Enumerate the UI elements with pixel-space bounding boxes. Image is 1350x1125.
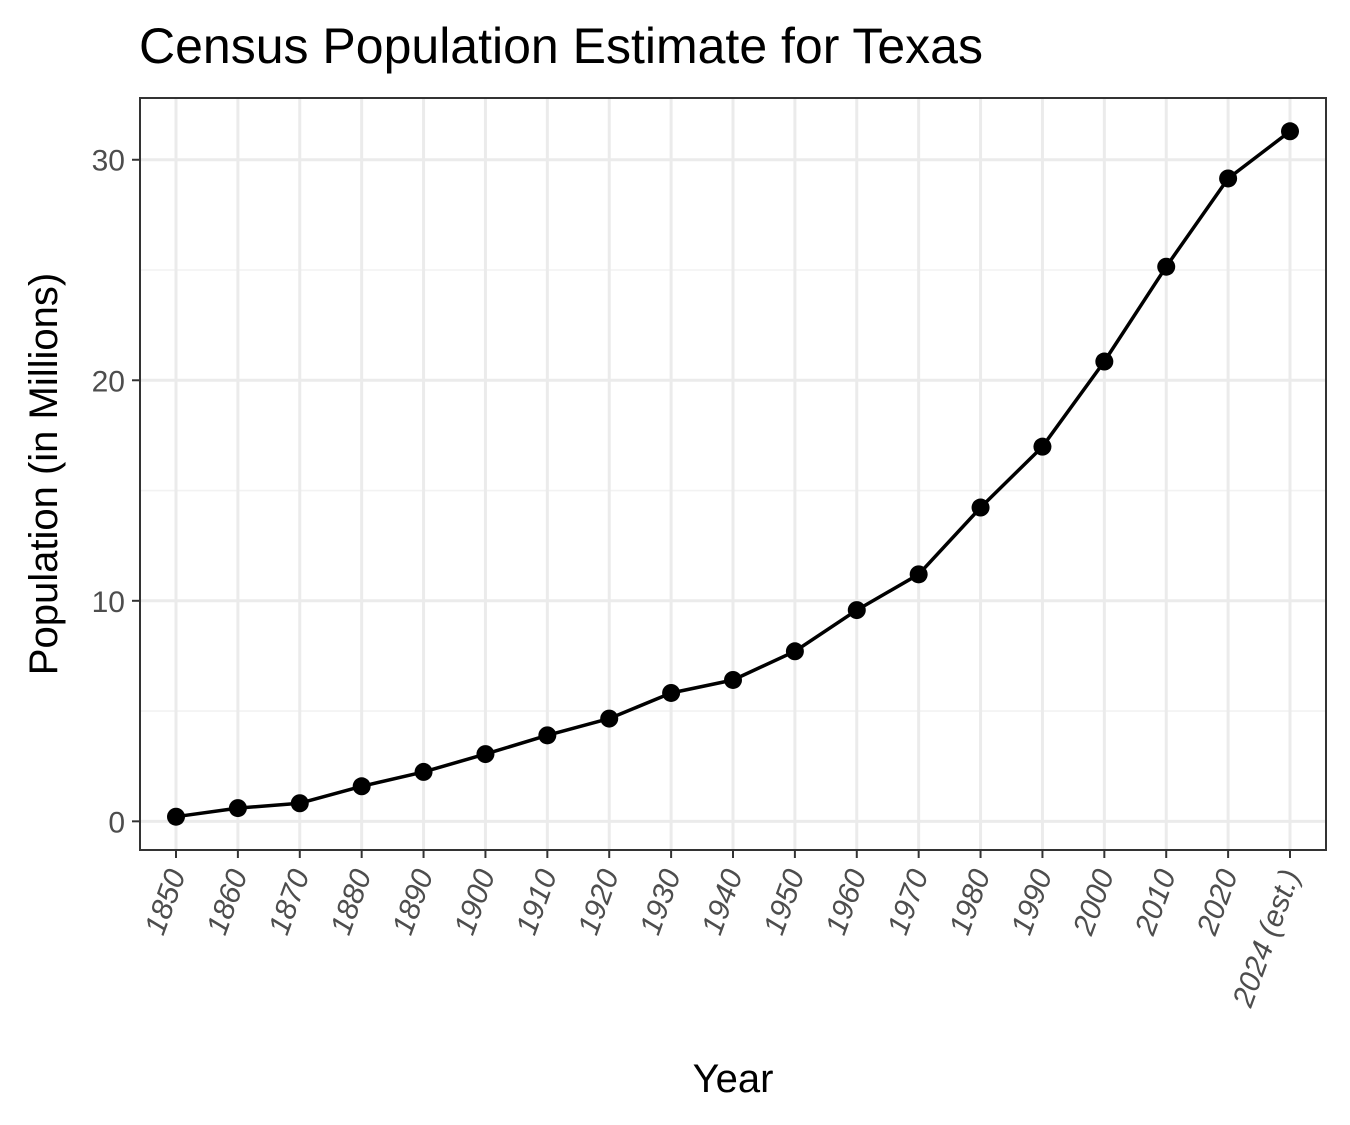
data-point [1033,437,1052,456]
x-tick-label: 1960 [820,865,874,939]
x-tick-label: 2000 [1067,865,1121,940]
data-point [228,799,247,818]
grid-lines [140,98,1326,850]
data-point [1219,169,1238,188]
x-tick-label: 1970 [881,865,935,939]
x-tick-label: 2020 [1191,865,1245,940]
x-tick-label: 1990 [1005,865,1059,939]
x-tick-label: 1920 [572,865,626,939]
data-point [724,670,742,689]
y-axis: 0 10 20 30 [92,145,140,839]
x-tick-label: 1880 [324,865,378,939]
data-point [538,726,557,745]
data-point [1281,122,1299,141]
data-point [290,794,309,813]
x-tick-label: 1910 [510,865,564,939]
data-point [909,565,928,584]
data-point [476,745,495,764]
x-tick-label: 1900 [448,865,502,939]
y-tick-label: 30 [92,145,125,178]
y-axis-title: Population (in Millions) [22,273,66,675]
x-tick-label: 1870 [263,865,317,939]
data-point [167,807,185,826]
data-point [847,601,866,620]
x-tick-label: 1980 [943,865,997,939]
series-layer [167,122,1299,826]
x-tick-label: 1940 [696,865,750,939]
y-tick-label: 10 [92,586,125,619]
x-axis: 1850 1860 1870 1880 1890 1900 1910 1920 1930 1940… [139,850,1307,1012]
data-point [971,498,990,517]
x-tick-label: 1850 [139,865,193,939]
y-tick-label: 0 [108,806,125,839]
data-point [600,709,619,728]
x-tick-label: 1930 [634,865,688,939]
data-point [1157,257,1176,276]
y-tick-label: 20 [92,365,125,398]
data-point [352,777,371,796]
x-tick-label: 1950 [758,865,812,939]
x-tick-label: 1860 [201,865,255,939]
x-tick-label: 2010 [1129,865,1183,940]
data-point [1095,352,1114,371]
data-point [662,683,681,702]
chart-title: Census Population Estimate for Texas [139,18,983,74]
data-point [785,642,804,661]
data-point [414,762,433,781]
x-tick-label: 1890 [386,865,440,939]
x-axis-title: Year [693,1057,774,1101]
